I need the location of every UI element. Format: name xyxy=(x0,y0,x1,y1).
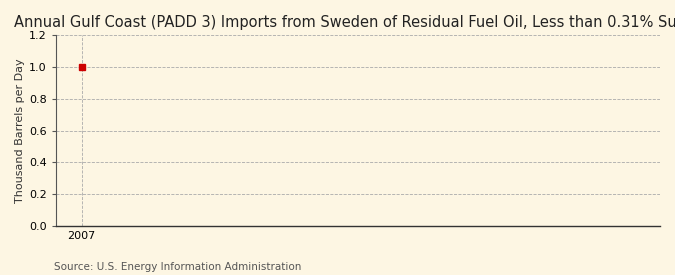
Title: Annual Gulf Coast (PADD 3) Imports from Sweden of Residual Fuel Oil, Less than 0: Annual Gulf Coast (PADD 3) Imports from … xyxy=(14,15,675,30)
Y-axis label: Thousand Barrels per Day: Thousand Barrels per Day xyxy=(15,58,25,203)
Text: Source: U.S. Energy Information Administration: Source: U.S. Energy Information Administ… xyxy=(54,262,301,272)
